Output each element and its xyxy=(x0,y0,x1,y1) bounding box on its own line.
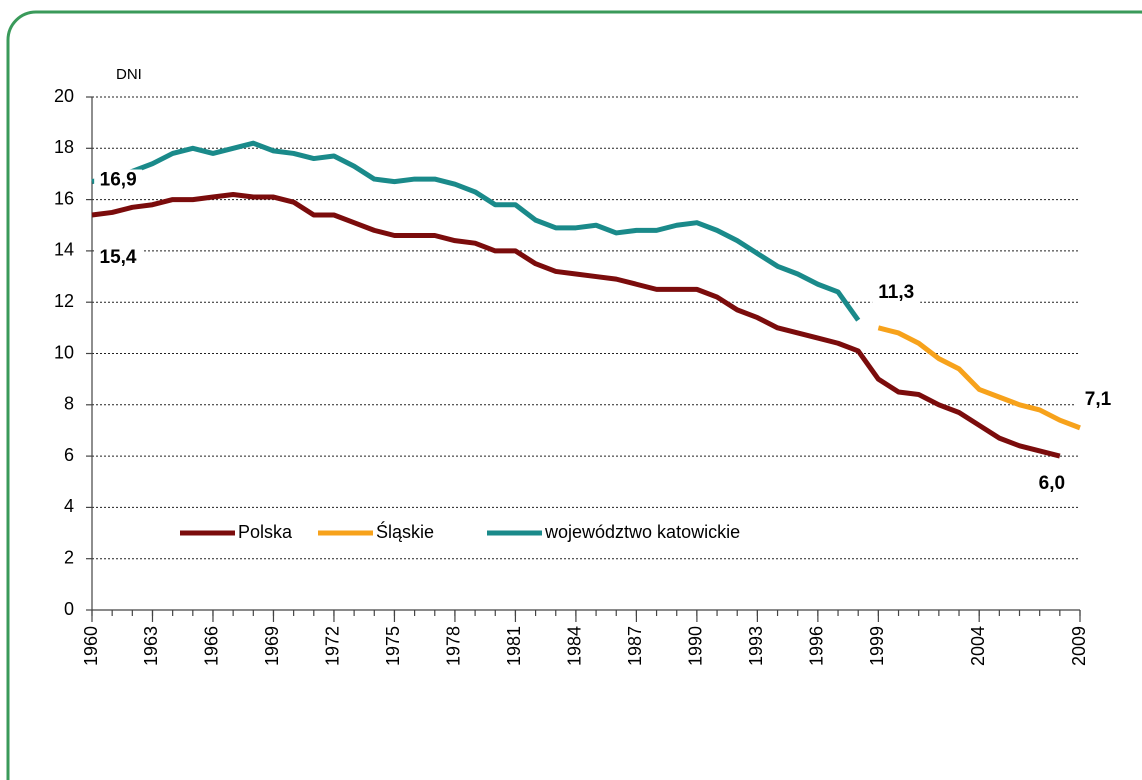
y-axis-label: DNI xyxy=(116,66,142,83)
series-line xyxy=(877,325,1081,431)
series-line xyxy=(91,140,861,322)
x-tick-label: 1993 xyxy=(746,626,766,666)
y-tick-label: 2 xyxy=(64,547,74,567)
data-label: 16,9 xyxy=(100,170,137,191)
x-tick-label: 1963 xyxy=(141,626,161,666)
x-tick-label: 1981 xyxy=(504,626,524,666)
y-tick-label: 6 xyxy=(64,445,74,465)
x-tick-label: 1972 xyxy=(323,626,343,666)
y-tick-label: 18 xyxy=(54,137,74,157)
y-tick-label: 12 xyxy=(54,291,74,311)
y-tick-label: 14 xyxy=(54,240,74,260)
x-tick-label: 1975 xyxy=(383,626,403,666)
x-tick-label: 2009 xyxy=(1069,626,1089,666)
label-bg xyxy=(1074,388,1122,411)
y-tick-label: 4 xyxy=(64,496,74,516)
label-bg xyxy=(1027,473,1076,496)
x-tick-label: 1984 xyxy=(565,626,585,666)
data-label: 6,0 xyxy=(1039,473,1065,494)
data-label: 11,3 xyxy=(878,282,914,303)
x-tick-label: 1966 xyxy=(202,626,222,666)
x-tick-label: 1987 xyxy=(625,626,645,666)
x-tick-label: 1999 xyxy=(867,626,887,666)
x-tick-label: 1969 xyxy=(262,626,282,666)
x-tick-label: 2004 xyxy=(968,626,988,666)
data-label: 15,4 xyxy=(100,247,137,268)
data-label: 7,1 xyxy=(1085,389,1112,410)
y-tick-label: 16 xyxy=(54,188,74,208)
y-tick-label: 8 xyxy=(64,394,74,414)
x-tick-label: 1996 xyxy=(807,626,827,666)
y-tick-label: 20 xyxy=(54,86,74,106)
x-tick-label: 1990 xyxy=(686,626,706,666)
y-tick-label: 0 xyxy=(64,599,74,619)
legend-label: Śląskie xyxy=(376,521,434,542)
legend-label: województwo katowickie xyxy=(544,522,740,542)
x-tick-label: 1960 xyxy=(81,626,101,666)
x-tick-label: 1978 xyxy=(444,626,464,666)
legend-label: Polska xyxy=(238,522,293,542)
label-bg xyxy=(94,169,143,192)
label-bg xyxy=(94,246,142,269)
label-bg xyxy=(872,282,921,305)
y-tick-label: 10 xyxy=(54,342,74,362)
series-line xyxy=(91,191,1061,459)
